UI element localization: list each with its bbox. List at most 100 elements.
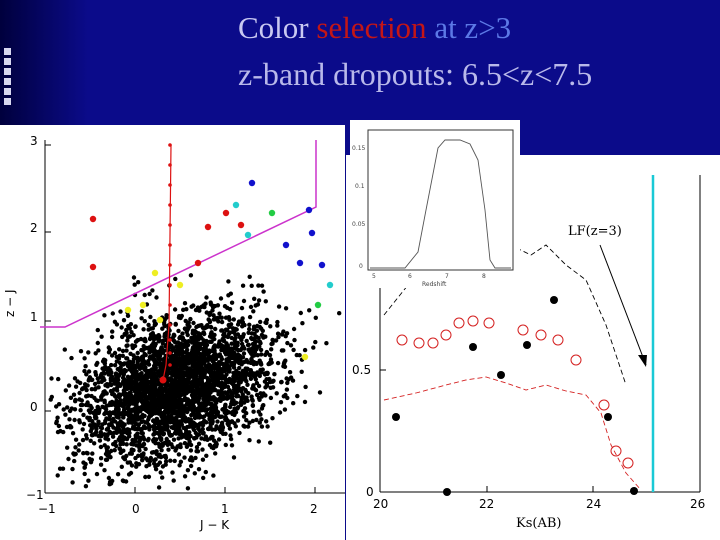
galaxy-point [141, 425, 147, 430]
galaxy-point [177, 463, 182, 468]
galaxy-point [161, 426, 166, 432]
track-point [168, 303, 172, 307]
galaxy-point [219, 347, 224, 353]
galaxy-point [264, 377, 269, 382]
inset-ytick: 0 [359, 263, 363, 270]
galaxy-point [189, 340, 195, 345]
galaxy-point [157, 452, 162, 457]
galaxy-point [284, 331, 290, 336]
galaxy-point [129, 419, 134, 424]
galaxy-point [291, 401, 296, 406]
galaxy-point [241, 351, 247, 356]
galaxy-point [84, 433, 89, 438]
galaxy-point [182, 474, 188, 479]
galaxy-point [177, 431, 182, 437]
galaxy-point [205, 377, 211, 383]
galaxy-point [258, 319, 263, 325]
galaxy-point [161, 320, 167, 325]
galaxy-point [105, 433, 110, 438]
galaxy-point [182, 381, 187, 387]
galaxy-point [140, 348, 145, 353]
galaxy-point [188, 448, 194, 453]
galaxy-point [80, 437, 86, 443]
galaxy-point [261, 289, 266, 294]
galaxy-point [175, 394, 181, 399]
galaxy-point [223, 376, 228, 382]
galaxy-point [225, 334, 231, 340]
galaxy-point [134, 461, 139, 466]
galaxy-point [173, 350, 178, 355]
galaxy-point [70, 480, 75, 485]
galaxy-point [223, 431, 228, 436]
galaxy-point [95, 327, 101, 333]
galaxy-point [138, 336, 144, 342]
galaxy-point [151, 432, 156, 437]
galaxy-point [162, 334, 167, 339]
galaxy-point [93, 416, 98, 421]
galaxy-point [188, 463, 194, 469]
galaxy-point [191, 320, 196, 326]
galaxy-point [56, 376, 61, 382]
galaxy-point [141, 436, 146, 441]
galaxy-point [265, 424, 270, 429]
galaxy-point [98, 430, 104, 435]
galaxy-point [95, 423, 100, 428]
galaxy-point [236, 393, 241, 399]
galaxy-point [226, 369, 231, 374]
colored-source-point [204, 223, 212, 231]
galaxy-point [162, 323, 167, 329]
galaxy-point [132, 414, 138, 419]
galaxy-point [182, 301, 188, 306]
galaxy-point [175, 374, 180, 379]
redshift-distribution-inset: 5 6 7 8 0.15 0.1 0.05 0 Redshift [350, 120, 520, 288]
galaxy-point [81, 460, 86, 465]
galaxy-point [171, 346, 176, 351]
galaxy-point [122, 369, 127, 375]
galaxy-point [81, 421, 87, 427]
ytick-label: −1 [26, 488, 44, 502]
galaxy-point [186, 339, 191, 344]
galaxy-point [147, 350, 152, 355]
galaxy-point [116, 382, 121, 388]
galaxy-point [139, 397, 144, 402]
galaxy-point [228, 436, 234, 442]
galaxy-point [68, 395, 74, 400]
galaxy-point [288, 343, 294, 348]
galaxy-point [270, 385, 276, 390]
galaxy-point [188, 273, 194, 278]
galaxy-point [240, 334, 245, 339]
galaxy-point [245, 367, 251, 372]
galaxy-point [177, 357, 182, 362]
galaxy-point [152, 406, 158, 411]
galaxy-point [84, 394, 89, 399]
galaxy-point [270, 379, 275, 384]
galaxy-point [63, 412, 68, 417]
galaxy-point [163, 385, 168, 390]
filled-circle-point [443, 488, 451, 496]
galaxy-point [254, 328, 260, 333]
galaxy-point [166, 447, 171, 452]
galaxy-point [205, 412, 211, 417]
galaxy-point [89, 423, 94, 428]
galaxy-point [90, 451, 95, 456]
galaxy-point [87, 376, 92, 382]
galaxy-point [217, 362, 222, 367]
galaxy-point [255, 370, 260, 375]
galaxy-point [249, 331, 254, 336]
colored-source-point [308, 229, 316, 237]
galaxy-point [157, 460, 163, 465]
galaxy-point [288, 375, 294, 380]
galaxy-point [248, 376, 254, 381]
galaxy-point [254, 417, 259, 423]
galaxy-point [86, 369, 92, 374]
galaxy-point [204, 364, 210, 369]
colored-source-point [89, 215, 97, 223]
galaxy-point [172, 385, 177, 390]
square-icon [4, 58, 11, 65]
galaxy-point [161, 431, 167, 436]
galaxy-point [257, 373, 262, 379]
galaxy-point [225, 343, 230, 348]
galaxy-point [226, 322, 231, 328]
galaxy-point [82, 356, 87, 361]
